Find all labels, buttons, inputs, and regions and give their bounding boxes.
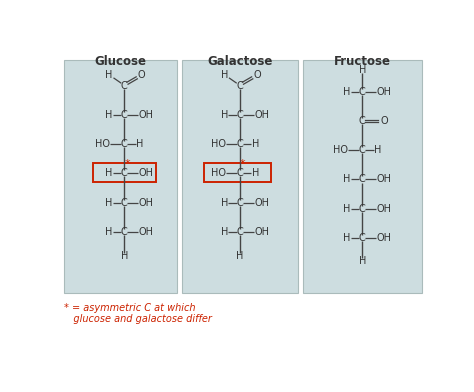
Bar (182, 60, 298, 294)
Text: H: H (105, 70, 112, 80)
Text: C: C (121, 227, 128, 237)
Text: H: H (220, 227, 228, 237)
Text: * = asymmetric C at which
   glucose and galactose differ: * = asymmetric C at which glucose and ga… (64, 303, 212, 324)
Text: OH: OH (138, 198, 154, 208)
Text: H: H (220, 198, 228, 208)
Text: OH: OH (254, 110, 269, 120)
Text: H: H (121, 252, 128, 261)
Text: C: C (237, 110, 243, 120)
Text: Glucose: Glucose (94, 55, 146, 68)
Text: C: C (237, 139, 243, 149)
Text: C: C (121, 198, 128, 208)
Text: O: O (137, 70, 145, 80)
Text: H: H (343, 233, 350, 243)
Text: C: C (237, 168, 243, 178)
Text: OH: OH (138, 168, 154, 178)
Text: H: H (236, 252, 244, 261)
Bar (302, 60, 422, 294)
Text: H: H (105, 110, 112, 120)
Text: OH: OH (138, 227, 154, 237)
Text: H: H (136, 139, 144, 149)
Text: C: C (237, 80, 243, 91)
Text: C: C (237, 198, 243, 208)
Text: O: O (253, 70, 261, 80)
Text: H: H (359, 65, 366, 75)
Text: C: C (359, 145, 365, 155)
Text: H: H (343, 204, 350, 214)
Text: C: C (121, 110, 128, 120)
Text: H: H (252, 139, 259, 149)
Text: OH: OH (376, 174, 392, 185)
Text: O: O (380, 116, 388, 126)
Bar (204, 163, 271, 182)
Bar (92, 163, 156, 182)
Text: H: H (105, 227, 112, 237)
Text: OH: OH (376, 204, 392, 214)
Text: C: C (359, 204, 365, 214)
Text: C: C (121, 168, 128, 178)
Text: *: * (240, 159, 246, 169)
Text: C: C (359, 233, 365, 243)
Text: HO: HO (210, 168, 226, 178)
Text: H: H (105, 198, 112, 208)
Text: Fructose: Fructose (334, 55, 391, 68)
Text: H: H (359, 256, 366, 266)
Text: H: H (220, 70, 228, 80)
Text: OH: OH (376, 233, 392, 243)
Text: C: C (237, 227, 243, 237)
Text: OH: OH (376, 87, 392, 97)
Text: C: C (359, 87, 365, 97)
Text: OH: OH (138, 110, 154, 120)
Text: OH: OH (254, 227, 269, 237)
Text: H: H (374, 145, 382, 155)
Text: H: H (220, 110, 228, 120)
Text: H: H (105, 168, 112, 178)
Text: C: C (121, 80, 128, 91)
Text: HO: HO (210, 139, 226, 149)
Text: *: * (125, 159, 130, 169)
Text: H: H (343, 87, 350, 97)
Text: OH: OH (254, 198, 269, 208)
Text: HO: HO (333, 145, 348, 155)
Text: H: H (343, 174, 350, 185)
Text: C: C (359, 174, 365, 185)
Text: H: H (252, 168, 259, 178)
Text: C: C (121, 139, 128, 149)
Text: HO: HO (95, 139, 110, 149)
Bar (64, 60, 177, 294)
Text: C: C (359, 116, 365, 126)
Text: Galactose: Galactose (207, 55, 273, 68)
